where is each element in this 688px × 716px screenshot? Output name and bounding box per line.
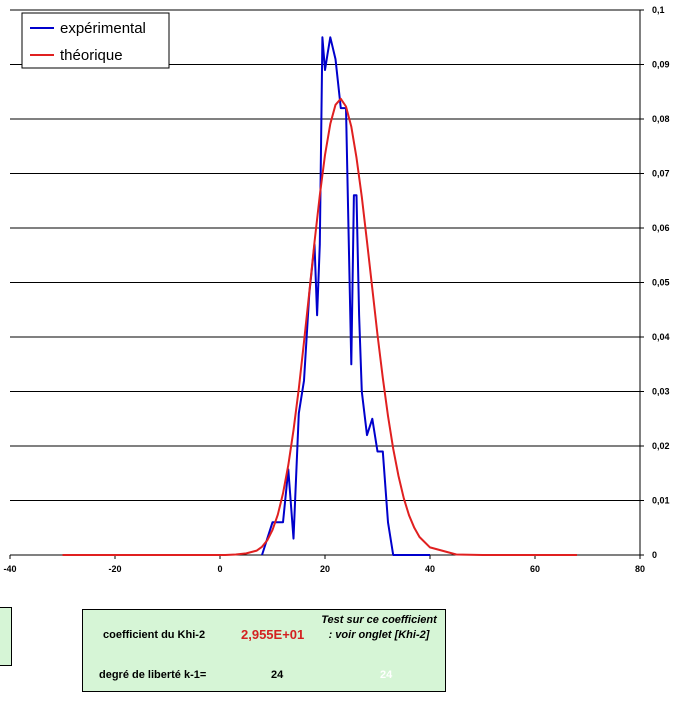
series-line-theorique xyxy=(62,97,577,556)
y-tick-label: 0,02 xyxy=(652,441,670,451)
side-panel-box xyxy=(0,607,12,666)
y-tick-label: 0,08 xyxy=(652,114,670,124)
legend-label: expérimental xyxy=(60,20,146,37)
x-tick-label: 80 xyxy=(635,564,645,574)
legend-box xyxy=(21,12,170,69)
legend: expérimental théorique xyxy=(21,12,170,69)
x-tick-label: -20 xyxy=(108,564,121,574)
khi2-stats-box: coefficient du Khi-2 2,955E+01 Test sur … xyxy=(82,609,446,692)
grid-lines xyxy=(10,9,640,501)
dof-value-secondary: 24 xyxy=(380,669,393,681)
series-lines xyxy=(62,36,577,556)
x-tick-label: 0 xyxy=(217,564,222,574)
y-tick-label: 0,06 xyxy=(652,223,670,233)
y-tick-label: 0,03 xyxy=(652,387,670,397)
chart: -40 -20 0 20 40 60 80 0 0,01 0,02 0,03 0,04 0,05 0,0… xyxy=(3,5,670,574)
series-line-experimental xyxy=(261,36,430,556)
test-note: Test sur ce coefficient : voir onglet [K… xyxy=(321,614,437,641)
y-tick-label: 0,04 xyxy=(652,332,670,342)
dof-value: 24 xyxy=(271,669,284,681)
y-tick-label: 0,01 xyxy=(652,496,670,506)
x-tick-label: -40 xyxy=(3,564,16,574)
legend-label: théorique xyxy=(60,47,123,64)
y-axis: 0 0,01 0,02 0,03 0,04 0,05 0,06 0,07 0,08 0,09 0,1 xyxy=(639,5,670,560)
khi2-label: coefficient du Khi-2 xyxy=(103,629,206,641)
x-tick-label: 40 xyxy=(425,564,435,574)
y-tick-label: 0,07 xyxy=(652,169,670,179)
y-tick-label: 0 xyxy=(652,550,657,560)
x-tick-label: 20 xyxy=(320,564,330,574)
khi2-value: 2,955E+01 xyxy=(241,627,305,642)
y-tick-label: 0,05 xyxy=(652,278,670,288)
y-tick-label: 0,09 xyxy=(652,60,670,70)
x-tick-label: 60 xyxy=(530,564,540,574)
x-axis: -40 -20 0 20 40 60 80 xyxy=(3,554,645,574)
dof-label: degré de liberté k-1= xyxy=(99,669,207,681)
y-tick-label: 0,1 xyxy=(652,5,665,15)
